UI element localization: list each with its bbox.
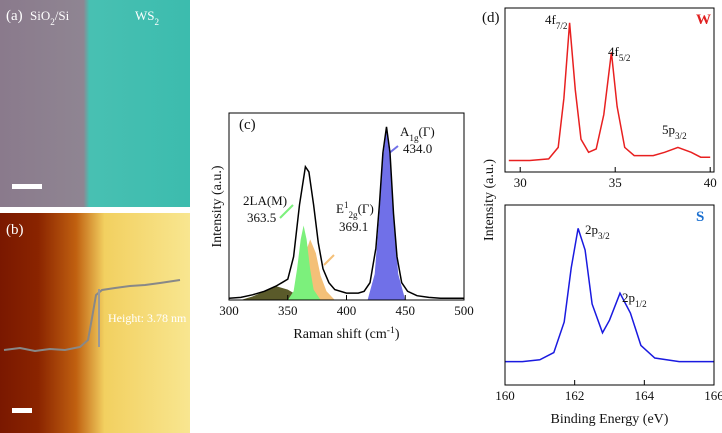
panel-label: (c): [239, 117, 256, 133]
element-tag: W: [696, 12, 711, 28]
peak-fill: [287, 225, 321, 300]
peak-position: 363.5: [247, 210, 276, 225]
x-tick-label: 162: [565, 388, 585, 403]
plot-frame: [504, 204, 715, 386]
panel-b: (b) Height: 3.78 nm: [0, 213, 190, 433]
text-segment: /Si: [55, 8, 70, 23]
spectrum-line: [508, 22, 711, 162]
text-segment: Binding Energy (eV): [551, 412, 669, 427]
text-segment: 2p: [622, 290, 635, 305]
text-segment: 1: [344, 200, 349, 210]
x-tick-label: 40: [704, 175, 717, 190]
afm-image: [0, 213, 190, 433]
text-segment: 2: [50, 17, 55, 27]
text-segment: A: [400, 124, 410, 139]
text-segment: 2p: [585, 222, 598, 237]
x-tick-label: 400: [337, 303, 357, 318]
x-tick-label: 30: [514, 175, 527, 190]
peak-label: 2p3/2: [585, 222, 610, 241]
x-axis-label: Raman shift (cm-1): [293, 325, 399, 343]
height-profile: [3, 279, 181, 353]
region-label: WS2: [135, 8, 160, 27]
peak-position: 369.1: [339, 219, 368, 234]
text-segment: 2LA(M): [243, 193, 287, 208]
text-segment: -1: [387, 325, 395, 336]
peak-label: 2p1/2: [622, 290, 647, 309]
x-axis-label: Binding Energy (eV): [551, 412, 669, 427]
text-segment: 1g: [409, 133, 419, 143]
scale-bar: [12, 184, 42, 189]
element-tag: S: [696, 209, 704, 225]
x-tick-label: 500: [454, 303, 474, 318]
y-axis-label: Intensity (a.u.): [210, 165, 225, 247]
height-label: Height: 3.78 nm: [108, 311, 187, 325]
peak-label: 4f7/2: [545, 12, 568, 31]
panel-label: (b): [6, 222, 24, 238]
peak-label: E12g(Γ): [336, 200, 374, 220]
text-segment: 4f: [545, 12, 557, 27]
text-segment: ): [395, 327, 400, 342]
text-segment: (Γ): [358, 201, 374, 216]
text-segment: 5p: [662, 122, 675, 137]
text-segment: WS: [135, 8, 155, 23]
text-segment: 7/2: [556, 21, 568, 31]
panel-label: (a): [6, 8, 23, 24]
x-tick-label: 164: [635, 388, 655, 403]
panel-label: (d): [482, 10, 500, 26]
scale-bar: [12, 408, 32, 413]
peak-label: A1g(Γ): [400, 124, 435, 143]
peak-label: 2LA(M): [243, 193, 287, 208]
optical-image: [0, 0, 190, 207]
peak-fill: [240, 286, 306, 300]
text-segment: 1/2: [635, 299, 647, 309]
y-axis-label: Intensity (a.u.): [482, 159, 497, 241]
x-tick-label: 35: [609, 175, 622, 190]
text-segment: E: [336, 201, 344, 216]
x-tick-label: 166: [704, 388, 722, 403]
peak-label: 4f5/2: [608, 44, 631, 63]
text-segment: 3/2: [598, 231, 610, 241]
x-tick-label: 160: [495, 388, 515, 403]
text-segment: 2: [155, 17, 160, 27]
text-segment: (Γ): [418, 124, 434, 139]
region-label: SiO2/Si: [30, 8, 70, 27]
panel-a: (a) SiO2/Si WS2: [0, 0, 190, 207]
peak-fill: [367, 130, 406, 300]
x-tick-label: 450: [396, 303, 416, 318]
peak-label: 5p3/2: [662, 122, 687, 141]
peak-position: 434.0: [403, 141, 432, 156]
text-segment: Raman shift (cm: [293, 327, 386, 342]
spectrum-line: [505, 228, 714, 363]
x-tick-label: 300: [219, 303, 239, 318]
plot-frame: [504, 7, 715, 173]
x-tick-label: 350: [278, 303, 298, 318]
spectrum-line: [228, 126, 464, 300]
text-segment: 5/2: [619, 53, 631, 63]
text-segment: 4f: [608, 44, 620, 59]
text-segment: 2g: [349, 210, 359, 220]
text-segment: 3/2: [675, 131, 687, 141]
text-segment: SiO: [30, 8, 50, 23]
